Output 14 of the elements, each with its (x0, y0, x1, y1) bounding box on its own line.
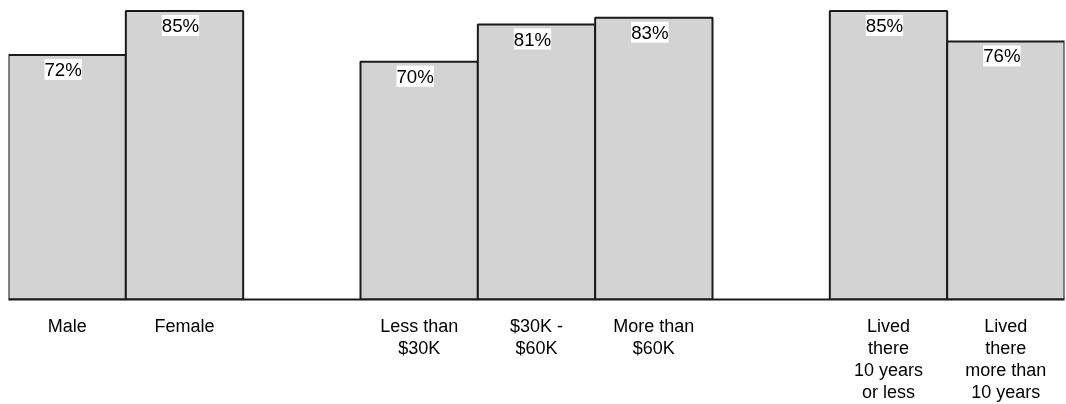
x-tick-label: More than $60K (613, 315, 695, 358)
data-label: 72% (44, 59, 82, 81)
data-label: 81% (513, 28, 552, 50)
data-label: 76% (983, 45, 1021, 67)
x-tick-label: $30K - $60K (509, 315, 564, 358)
x-tick-label: Female (154, 315, 215, 336)
x-tick-label: Less than $30K (380, 315, 459, 358)
x-tick-label: Male (47, 315, 87, 336)
x-tick-label: Lived there more than 10 years (965, 315, 1047, 402)
data-label: 70% (396, 65, 434, 87)
x-tick-label: Lived there 10 years or less (853, 315, 924, 402)
data-label: 83% (631, 21, 669, 43)
data-label: 85% (161, 14, 200, 36)
data-label: 85% (865, 14, 904, 36)
